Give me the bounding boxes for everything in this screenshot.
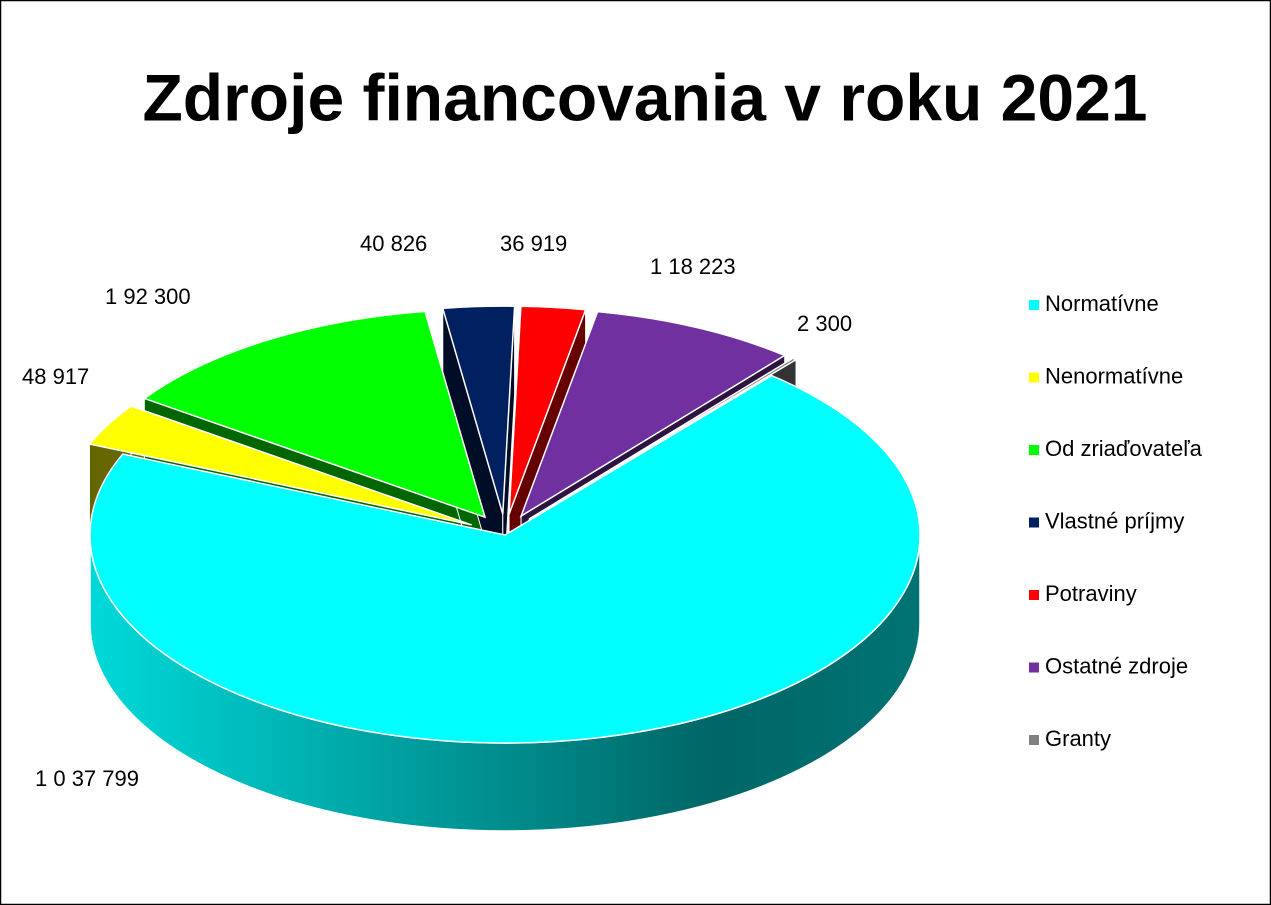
legend-swatch (1029, 372, 1039, 383)
slice (89, 374, 921, 744)
legend-label: Granty (1045, 726, 1111, 751)
legend-label: Od zriaďovateľa (1045, 436, 1203, 461)
legend-label: Potraviny (1045, 581, 1137, 606)
legend-swatch (1029, 517, 1039, 528)
data-label: 1 0 37 799 (35, 766, 139, 791)
slice (142, 310, 487, 519)
data-label: 36 919 (500, 231, 567, 256)
legend-label: Vlastné príjmy (1045, 508, 1184, 533)
data-label: 1 18 223 (650, 254, 736, 279)
slice (88, 405, 472, 526)
legend-swatch (1029, 590, 1039, 600)
slice (508, 305, 587, 515)
legend-label: Nenormatívne (1045, 363, 1183, 388)
slice (519, 310, 787, 518)
legend-swatch (1029, 735, 1039, 745)
slice (528, 357, 798, 520)
data-label: 1 92 300 (105, 284, 191, 309)
legend-label: Ostatné zdroje (1045, 653, 1188, 678)
legend-label: Normatívne (1045, 291, 1159, 316)
data-label: 48 917 (22, 364, 89, 389)
data-label: 40 826 (360, 231, 427, 256)
data-label: 2 300 (797, 311, 852, 336)
slice (441, 305, 516, 515)
chart-title: Zdroje financovania v roku 2021 (142, 60, 1147, 134)
legend-swatch (1029, 445, 1039, 455)
legend-swatch (1029, 662, 1039, 673)
legend-swatch (1029, 300, 1039, 310)
